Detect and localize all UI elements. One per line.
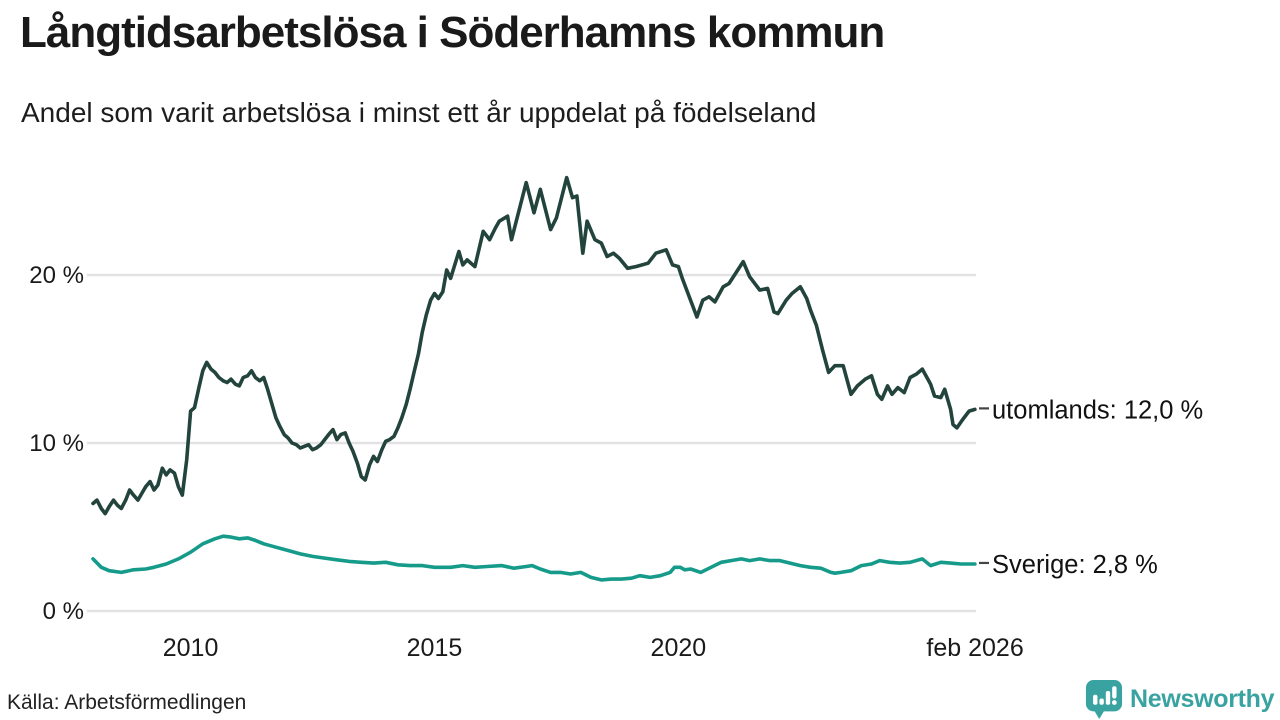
page-title: Långtidsarbetslösa i Söderhamns kommun [20,8,885,57]
y-tick-label: 10 % [29,430,84,457]
source-note: Källa: Arbetsförmedlingen [7,691,247,714]
series-end-label-Sverige: Sverige: 2,8 % [992,551,1158,579]
x-tick-label: 2015 [407,634,463,662]
x-tick-label: feb 2026 [926,634,1023,662]
newsworthy-logo: Newsworthy [1085,679,1275,720]
y-tick-label: 0 % [43,598,84,625]
page-subtitle: Andel som varit arbetslösa i minst ett å… [21,97,817,128]
x-tick-label: 2020 [651,634,707,662]
newsworthy-bubble-chart-icon [1085,680,1123,719]
series-line-Sverige [91,534,977,582]
newsworthy-wordmark: Newsworthy [1130,685,1275,713]
series-end-label-utomlands: utomlands: 12,0 % [992,396,1203,424]
series-line-utomlands [91,175,977,516]
y-tick-label: 20 % [29,262,84,289]
x-tick-label: 2010 [163,634,219,662]
